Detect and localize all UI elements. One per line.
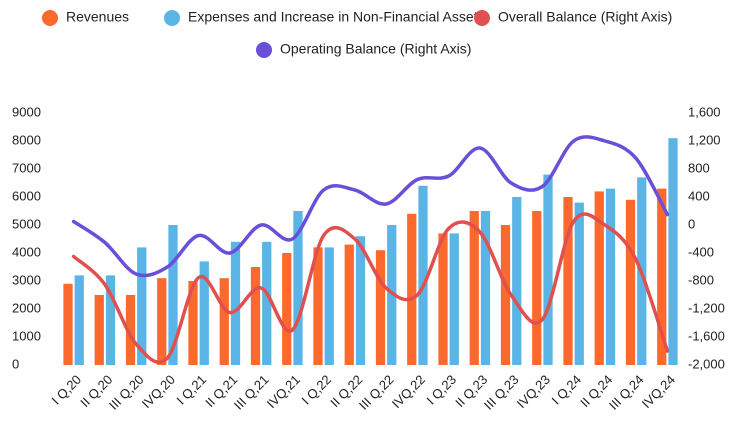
bar [657,188,667,365]
bar [344,244,354,365]
bar [574,202,584,365]
y2-tick-label: 800 [688,160,710,175]
bar [230,241,241,365]
legend-label: Overall Balance (Right Axis) [498,9,672,25]
x-tick-label: III Q,21 [231,372,272,413]
bar [199,261,209,365]
bar [563,197,573,365]
bar [605,188,616,365]
bar [469,211,479,365]
bar [74,275,84,365]
bar [94,295,104,365]
bar [512,197,522,365]
bar [543,174,553,365]
bar [668,138,678,365]
bar [387,225,397,365]
y2-tick-label: -1,600 [688,328,725,343]
bar [105,275,116,365]
bar [63,283,73,365]
y2-tick-label: 1,600 [688,104,721,119]
bar [355,236,366,365]
x-tick-label: III Q,24 [606,372,647,413]
bar [137,247,147,365]
x-tick-label: III Q,22 [356,372,397,413]
bar [313,247,323,365]
y-tick-label: 2000 [12,300,41,315]
y2-tick-label: 1,200 [688,132,721,147]
x-tick-label: IVQ,22 [389,372,428,411]
legend-label: Expenses and Increase in Non-Financial A… [188,9,485,25]
bar [125,295,136,365]
legend-label: Revenues [66,9,129,25]
x-tick-label: IVQ,20 [139,372,178,411]
y2-tick-label: 0 [688,216,695,231]
legend-label: Operating Balance (Right Axis) [280,41,471,57]
bar [532,211,542,365]
x-tick-label: III Q,23 [481,372,522,413]
bar [407,213,417,365]
y2-tick-label: -2,000 [688,356,725,371]
bar [449,233,459,365]
bar [282,253,292,365]
bar [168,225,178,365]
line [71,212,670,364]
y2-tick-label: -800 [688,272,714,287]
bar [250,267,261,365]
bar [219,278,229,365]
y-tick-label: 0 [12,356,19,371]
bar [324,247,334,365]
legend-swatch [42,10,58,26]
y-tick-label: 9000 [12,104,41,119]
bar [594,191,604,365]
bar [375,250,386,365]
y-tick-label: 3000 [12,272,41,287]
x-tick-label: IVQ,21 [264,372,303,411]
bar [262,241,272,365]
y-tick-label: 7000 [12,160,41,175]
line [71,135,670,278]
bar [500,225,511,365]
y-tick-label: 1000 [12,328,41,343]
bar [480,211,491,365]
bar [293,211,303,365]
x-tick-label: III Q,20 [106,372,147,413]
y2-tick-label: 400 [688,188,710,203]
y-tick-label: 8000 [12,132,41,147]
y-tick-label: 4000 [12,244,41,259]
x-tick-label: IVQ,23 [514,372,553,411]
legend-swatch [256,42,272,58]
x-tick-label: IVQ,24 [639,372,678,411]
y2-tick-label: -1,200 [688,300,725,315]
y2-tick-label: -400 [688,244,714,259]
y-tick-label: 6000 [12,188,41,203]
y-tick-label: 5000 [12,216,41,231]
bar [438,233,448,365]
bar [625,199,636,365]
legend-swatch [164,10,180,26]
bar [418,185,428,365]
legend-swatch [474,10,490,26]
bar [188,281,198,365]
bar [157,278,167,365]
